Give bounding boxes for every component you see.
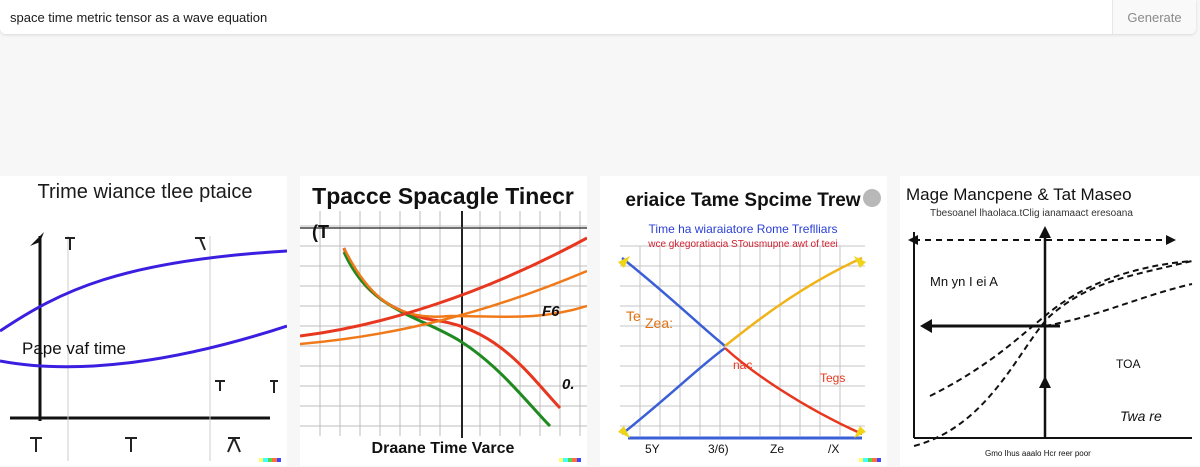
stamp-color-2 xyxy=(263,458,268,462)
result-image-3-graphic: eriaice Tame Spcime Trew Time ha wiaraia… xyxy=(600,176,887,466)
result-image-3-label-nac: nac xyxy=(733,358,752,372)
result-image-4-label-twa: Twa re xyxy=(1120,408,1162,424)
result-image-3-axis-2: 3/6) xyxy=(708,442,729,456)
result-image-2-stamp xyxy=(559,458,582,462)
result-image-1-label: Pape vaf time xyxy=(22,339,126,358)
result-image-3-axis-1: 5Y xyxy=(645,442,660,456)
stamp-color-1 xyxy=(259,458,264,462)
result-image-2-label-o: 0. xyxy=(562,376,575,393)
stamp-color-5 xyxy=(276,458,282,462)
stamp-color-1 xyxy=(859,458,864,462)
result-image-2-graphic: Tpacce Spacagle Tinecr (T F6 0. Draane T… xyxy=(300,176,587,466)
stamp-color-2 xyxy=(863,458,868,462)
result-image-4-label-toa: TOA xyxy=(1116,357,1140,371)
result-image-2[interactable]: Tpacce Spacagle Tinecr (T F6 0. Draane T… xyxy=(300,176,587,466)
result-image-4-graphic: Mage Mancpene & Tat Maseo Tbesoanel lhao… xyxy=(900,176,1200,466)
result-image-3-label-te: Te xyxy=(626,308,641,324)
result-image-3-label-tegs: Tegs xyxy=(820,371,845,385)
prompt-bar: Generate xyxy=(0,0,1196,34)
result-image-1[interactable]: Trime wiance tlee ptaice Pape vaf time xyxy=(0,176,287,466)
stamp-color-2 xyxy=(563,458,568,462)
result-image-3-title: eriaice Tame Spcime Trew xyxy=(625,190,860,211)
stamp-color-3 xyxy=(267,458,273,462)
stamp-color-4 xyxy=(272,458,277,462)
result-image-3-axis-4: /X xyxy=(828,442,839,456)
stamp-color-4 xyxy=(572,458,577,462)
stamp-color-3 xyxy=(867,458,873,462)
result-image-3-options-dot[interactable] xyxy=(863,189,881,207)
result-image-3[interactable]: eriaice Tame Spcime Trew Time ha wiaraia… xyxy=(600,176,887,466)
result-image-4-subtitle: Tbesoanel lhaolaca.tClig ianamaact ereso… xyxy=(930,208,1133,219)
result-image-3-axis-3: Ze xyxy=(770,442,784,456)
result-image-3-subtitle-1: Time ha wiaraiatore Rome Treflliars xyxy=(649,222,838,236)
result-image-4[interactable]: Mage Mancpene & Tat Maseo Tbesoanel lhao… xyxy=(900,176,1200,466)
result-image-3-stamp xyxy=(859,458,882,462)
prompt-input[interactable] xyxy=(0,0,1112,34)
result-image-2-label-f6: F6 xyxy=(542,303,560,320)
stamp-color-5 xyxy=(876,458,882,462)
result-image-2-title: Tpacce Spacagle Tinecr xyxy=(312,183,574,209)
result-image-1-stamp xyxy=(259,458,282,462)
result-image-2-caption: Draane Time Varce xyxy=(372,440,515,457)
result-image-4-title: Mage Mancpene & Tat Maseo xyxy=(906,185,1132,204)
result-image-4-caption: Gmo Ihus aaalo Hcr reer poor xyxy=(985,449,1091,458)
result-image-2-label-corner: (T xyxy=(312,222,329,242)
stamp-color-4 xyxy=(872,458,877,462)
result-image-3-label-zea: Zea: xyxy=(645,315,673,331)
result-image-4-label-left: Mn yn I ei A xyxy=(930,274,998,289)
result-image-3-subtitle-2: wce gkegoratiacia STousmupne awt of teei xyxy=(647,239,838,250)
result-image-1-title: Trime wiance tlee ptaice xyxy=(38,181,253,203)
stamp-color-1 xyxy=(559,458,564,462)
generate-button[interactable]: Generate xyxy=(1112,0,1196,34)
stamp-color-5 xyxy=(576,458,582,462)
stamp-color-3 xyxy=(567,458,573,462)
results-grid: Trime wiance tlee ptaice Pape vaf time xyxy=(0,176,1200,467)
result-image-1-graphic: Trime wiance tlee ptaice Pape vaf time xyxy=(0,176,287,466)
